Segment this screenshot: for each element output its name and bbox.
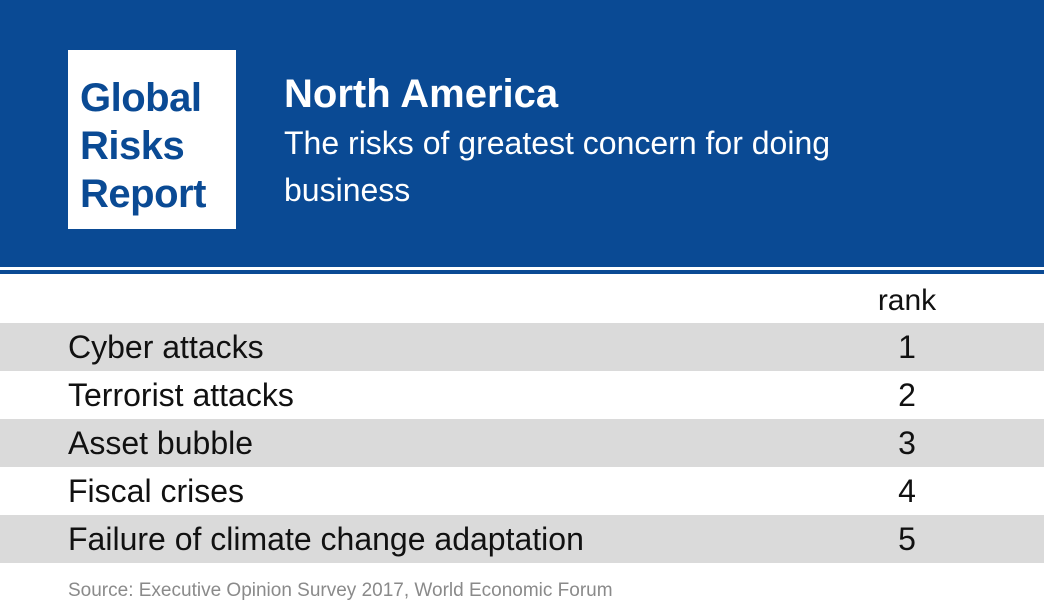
risk-label: Failure of climate change adaptation (68, 521, 584, 557)
global-risks-report-logo: Global Risks Report (68, 50, 236, 229)
risk-rank: 3 (898, 425, 916, 461)
rank-column-header: rank (877, 284, 937, 317)
table-row: Cyber attacks 1 (0, 323, 1044, 371)
page-title: North America (284, 72, 559, 116)
table-row: Asset bubble 3 (0, 419, 1044, 467)
table-row: Failure of climate change adaptation 5 (0, 515, 1044, 563)
risk-rank: 2 (898, 377, 916, 413)
table-row: Terrorist attacks 2 (0, 371, 1044, 419)
risk-rank: 1 (898, 329, 916, 365)
header-banner: Global Risks Report North America The ri… (0, 0, 1044, 267)
logo-line-3: Report (80, 172, 206, 216)
logo-line-1: Global (80, 76, 202, 120)
logo-line-2: Risks (80, 124, 185, 168)
risks-table: Cyber attacks 1 Terrorist attacks 2 Asse… (0, 323, 1044, 563)
page-subtitle: The risks of greatest concern for doing … (284, 125, 831, 208)
header-divider (0, 270, 1044, 274)
risk-label: Asset bubble (68, 425, 254, 461)
risk-label: Fiscal crises (68, 473, 245, 509)
table-row: Fiscal crises 4 (0, 467, 1044, 515)
risk-label: Cyber attacks (68, 329, 264, 365)
risk-label: Terrorist attacks (68, 377, 294, 413)
source-note: Source: Executive Opinion Survey 2017, W… (68, 580, 613, 601)
risk-rank: 5 (898, 521, 916, 557)
risk-rank: 4 (898, 473, 916, 509)
